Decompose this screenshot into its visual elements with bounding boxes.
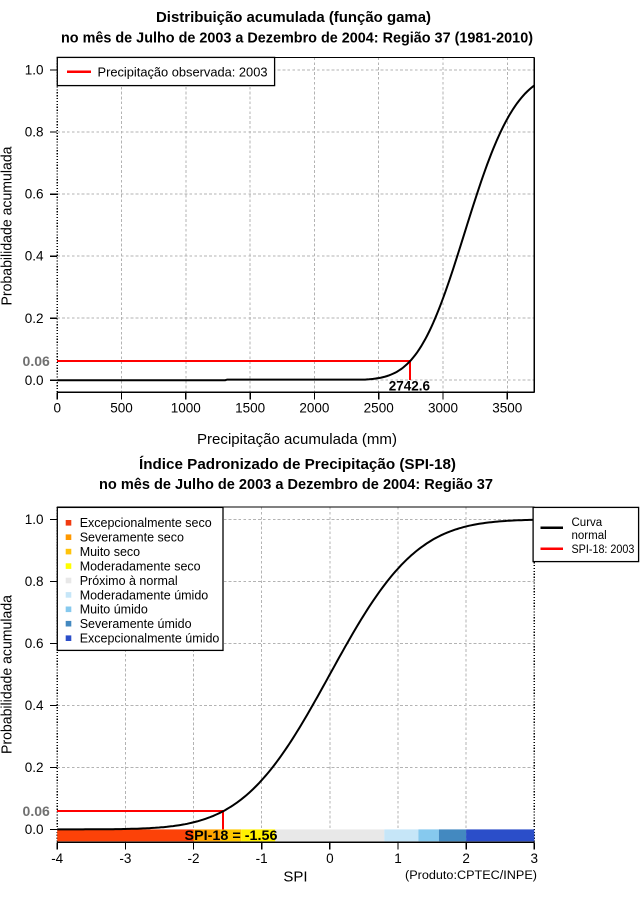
svg-text:Severamente úmido: Severamente úmido xyxy=(80,617,192,631)
svg-text:0: 0 xyxy=(326,851,334,866)
svg-text:0.6: 0.6 xyxy=(25,636,44,651)
svg-text:3500: 3500 xyxy=(492,401,522,416)
svg-text:2500: 2500 xyxy=(364,401,394,416)
svg-text:Precipitação observada: 2003: Precipitação observada: 2003 xyxy=(98,64,268,79)
svg-text:-4: -4 xyxy=(51,851,63,866)
svg-text:-3: -3 xyxy=(119,851,131,866)
svg-text:Excepcionalmente seco: Excepcionalmente seco xyxy=(80,516,212,530)
svg-text:(Produto:CPTEC/INPE): (Produto:CPTEC/INPE) xyxy=(405,870,537,882)
svg-text:0.2: 0.2 xyxy=(25,311,44,326)
svg-text:0: 0 xyxy=(53,401,61,416)
svg-text:-1: -1 xyxy=(256,851,268,866)
svg-text:1.0: 1.0 xyxy=(25,512,44,527)
svg-text:Distribuição acumulada (função: Distribuição acumulada (função gama) xyxy=(156,9,431,26)
svg-text:2: 2 xyxy=(462,851,470,866)
svg-text:0.4: 0.4 xyxy=(25,249,44,264)
svg-text:SPI-18 = -1.56: SPI-18 = -1.56 xyxy=(185,827,278,843)
svg-text:1000: 1000 xyxy=(171,401,201,416)
svg-text:0.0: 0.0 xyxy=(25,373,44,388)
svg-text:no mês de Julho de 2003 a Deze: no mês de Julho de 2003 a Dezembro de 20… xyxy=(61,29,533,46)
svg-text:SPI-18: 2003: SPI-18: 2003 xyxy=(572,544,635,556)
svg-text:Moderadamente úmido: Moderadamente úmido xyxy=(80,588,209,602)
svg-text:0.06: 0.06 xyxy=(23,803,50,819)
svg-text:0.8: 0.8 xyxy=(25,125,44,140)
svg-text:3: 3 xyxy=(531,851,539,866)
svg-text:Excepcionalmente úmido: Excepcionalmente úmido xyxy=(80,632,220,646)
svg-text:0.8: 0.8 xyxy=(25,574,44,589)
svg-text:2000: 2000 xyxy=(299,401,329,416)
svg-text:0.6: 0.6 xyxy=(25,187,44,202)
svg-text:Muito seco: Muito seco xyxy=(80,545,140,559)
svg-text:1500: 1500 xyxy=(235,401,265,416)
svg-text:0.2: 0.2 xyxy=(25,760,44,775)
svg-text:2742.6: 2742.6 xyxy=(389,379,431,394)
svg-text:1: 1 xyxy=(394,851,402,866)
svg-text:Muito úmido: Muito úmido xyxy=(80,603,148,617)
svg-text:Próximo à normal: Próximo à normal xyxy=(80,574,178,588)
svg-text:Índice Padronizado de Precipit: Índice Padronizado de Precipitação (SPI-… xyxy=(139,456,456,473)
svg-text:500: 500 xyxy=(110,401,133,416)
svg-text:Curva: Curva xyxy=(572,517,603,529)
svg-text:0.0: 0.0 xyxy=(25,822,44,837)
svg-text:normal: normal xyxy=(572,530,607,542)
svg-text:Probabilidade acumulada: Probabilidade acumulada xyxy=(0,146,16,306)
svg-text:0.06: 0.06 xyxy=(23,353,50,369)
svg-text:1.0: 1.0 xyxy=(25,63,44,78)
svg-text:Precipitação acumulada (mm): Precipitação acumulada (mm) xyxy=(197,431,397,448)
svg-text:-2: -2 xyxy=(188,851,200,866)
svg-text:3000: 3000 xyxy=(428,401,458,416)
svg-text:0.4: 0.4 xyxy=(25,698,44,713)
svg-text:Moderadamente seco: Moderadamente seco xyxy=(80,559,201,573)
svg-text:no mês de Julho de 2003 a Deze: no mês de Julho de 2003 a Dezembro de 20… xyxy=(99,476,493,493)
svg-text:Severamente seco: Severamente seco xyxy=(80,531,184,545)
svg-text:Probabilidade acumulada: Probabilidade acumulada xyxy=(0,594,16,754)
svg-text:SPI: SPI xyxy=(283,869,307,886)
